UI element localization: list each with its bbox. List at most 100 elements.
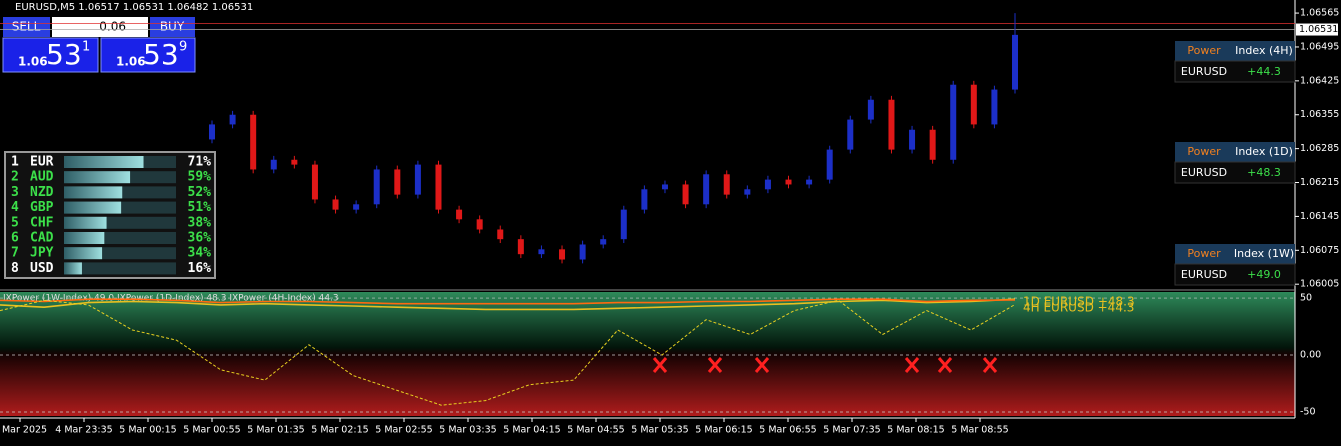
candle-body (970, 84, 977, 125)
y-tick-label: 1.06495 (1300, 41, 1339, 52)
candle-body (332, 199, 339, 210)
rank: 7 (11, 246, 19, 261)
candle-body (929, 129, 936, 160)
candle-body (497, 229, 504, 240)
candle-body (888, 99, 895, 150)
power-index: Index (1W) (1234, 247, 1294, 260)
candle-body (353, 204, 360, 210)
y-tick-label: 1.06425 (1300, 75, 1339, 86)
candle-body (826, 149, 833, 180)
x-tick-label: 4 Mar 2025 (0, 425, 47, 436)
sell-label[interactable]: SELL (12, 20, 41, 34)
bar-track (64, 262, 176, 275)
currency: JPY (30, 246, 54, 261)
buy-price-box[interactable] (100, 37, 196, 73)
power-value: +49.0 (1247, 268, 1281, 281)
strength-label: 34% (188, 246, 212, 261)
candle-body (476, 219, 483, 230)
currency: GBP (30, 200, 54, 215)
candle-body (764, 179, 771, 190)
price-sup: 9 (179, 40, 187, 55)
price-prefix: 1.06 (116, 55, 146, 69)
y-tick-label: 1.06355 (1300, 109, 1339, 120)
signal-cross (652, 357, 668, 373)
x-tick-label: 5 Mar 02:55 (375, 425, 432, 436)
strength-label: 16% (188, 261, 212, 276)
strength-bar (64, 156, 144, 168)
strength-label: 38% (188, 215, 212, 230)
candle-body (311, 164, 318, 200)
sell-price-box[interactable] (2, 37, 99, 73)
x-tick-label: 5 Mar 00:15 (119, 425, 176, 436)
power-row (1174, 161, 1296, 184)
x-tick-label: 5 Mar 07:35 (823, 425, 880, 436)
rank: 2 (11, 170, 19, 185)
buy-button[interactable] (150, 17, 195, 37)
currency: AUD (30, 170, 54, 185)
y-tick-label: 1.06565 (1300, 8, 1339, 19)
price-prefix: 1.06 (18, 55, 48, 69)
index-line (0, 298, 1016, 311)
candle-body (600, 239, 607, 245)
power-index: Index (4H) (1235, 44, 1293, 57)
candle-body (950, 84, 957, 160)
strength-label: 51% (188, 200, 212, 215)
x-tick-label: 5 Mar 01:35 (247, 425, 304, 436)
signal-cross (904, 357, 920, 373)
candle-body (538, 249, 545, 255)
currency: EUR (30, 155, 54, 170)
lot-input[interactable] (52, 17, 148, 37)
power-value: +44.3 (1247, 65, 1281, 78)
power-row (1174, 263, 1296, 286)
candle-body (291, 159, 298, 165)
rank: 3 (11, 185, 19, 200)
strength-bar (64, 232, 105, 244)
buy-label[interactable]: BUY (160, 20, 185, 34)
rank: 6 (11, 231, 19, 246)
strength-bar (64, 201, 122, 214)
y-tick-label: -50 (1300, 407, 1316, 418)
power-symbol: EURUSD (1181, 268, 1227, 281)
lot-value[interactable]: 0.06 (99, 20, 126, 34)
currency: USD (30, 261, 54, 276)
x-tick-label: 5 Mar 08:55 (951, 425, 1008, 436)
trade-panel: SELL 0.06 BUY 1.06 53 1 1.06 53 9 (2, 17, 196, 73)
candle-body (847, 119, 854, 150)
price-sup: 1 (82, 40, 90, 55)
power-title: Power (1187, 145, 1221, 158)
y-tick-label: 1.06215 (1300, 177, 1339, 188)
rank: 1 (11, 155, 19, 170)
rank: 4 (11, 200, 19, 215)
power-header (1175, 41, 1295, 61)
index-annotation: 1D EURUSD +48.3 (1023, 295, 1135, 309)
candle-body (785, 179, 792, 185)
x-tick-label: 5 Mar 03:35 (439, 425, 496, 436)
signal-cross (754, 357, 770, 373)
candle-body (703, 174, 710, 205)
current-price-label: 1.06531 (1299, 24, 1338, 35)
candle-body (1012, 34, 1018, 90)
candle-body (435, 164, 442, 210)
y-tick-label: 1.06075 (1300, 245, 1339, 256)
candle-body (209, 124, 215, 140)
rank: 5 (11, 215, 19, 230)
y-tick-label: 50 (1300, 293, 1312, 304)
power-header (1175, 244, 1295, 264)
indicator-bg (0, 292, 1295, 416)
y-tick-label: 0.00 (1300, 350, 1321, 361)
strength-bar (64, 216, 107, 229)
y-tick-label: 1.06285 (1300, 143, 1339, 154)
rank: 8 (11, 261, 19, 276)
power-title: Power (1187, 44, 1221, 57)
sell-button[interactable] (3, 17, 50, 37)
price-big: 53 (46, 38, 82, 71)
signal-cross (982, 357, 998, 373)
signal-cross (707, 357, 723, 373)
candle-body (517, 239, 524, 255)
currency: CHF (30, 215, 54, 230)
power-header (1175, 142, 1295, 162)
x-tick-label: 4 Mar 23:35 (55, 425, 112, 436)
candle-body (270, 159, 277, 170)
x-tick-label: 5 Mar 06:55 (759, 425, 816, 436)
index-line (0, 298, 1016, 305)
